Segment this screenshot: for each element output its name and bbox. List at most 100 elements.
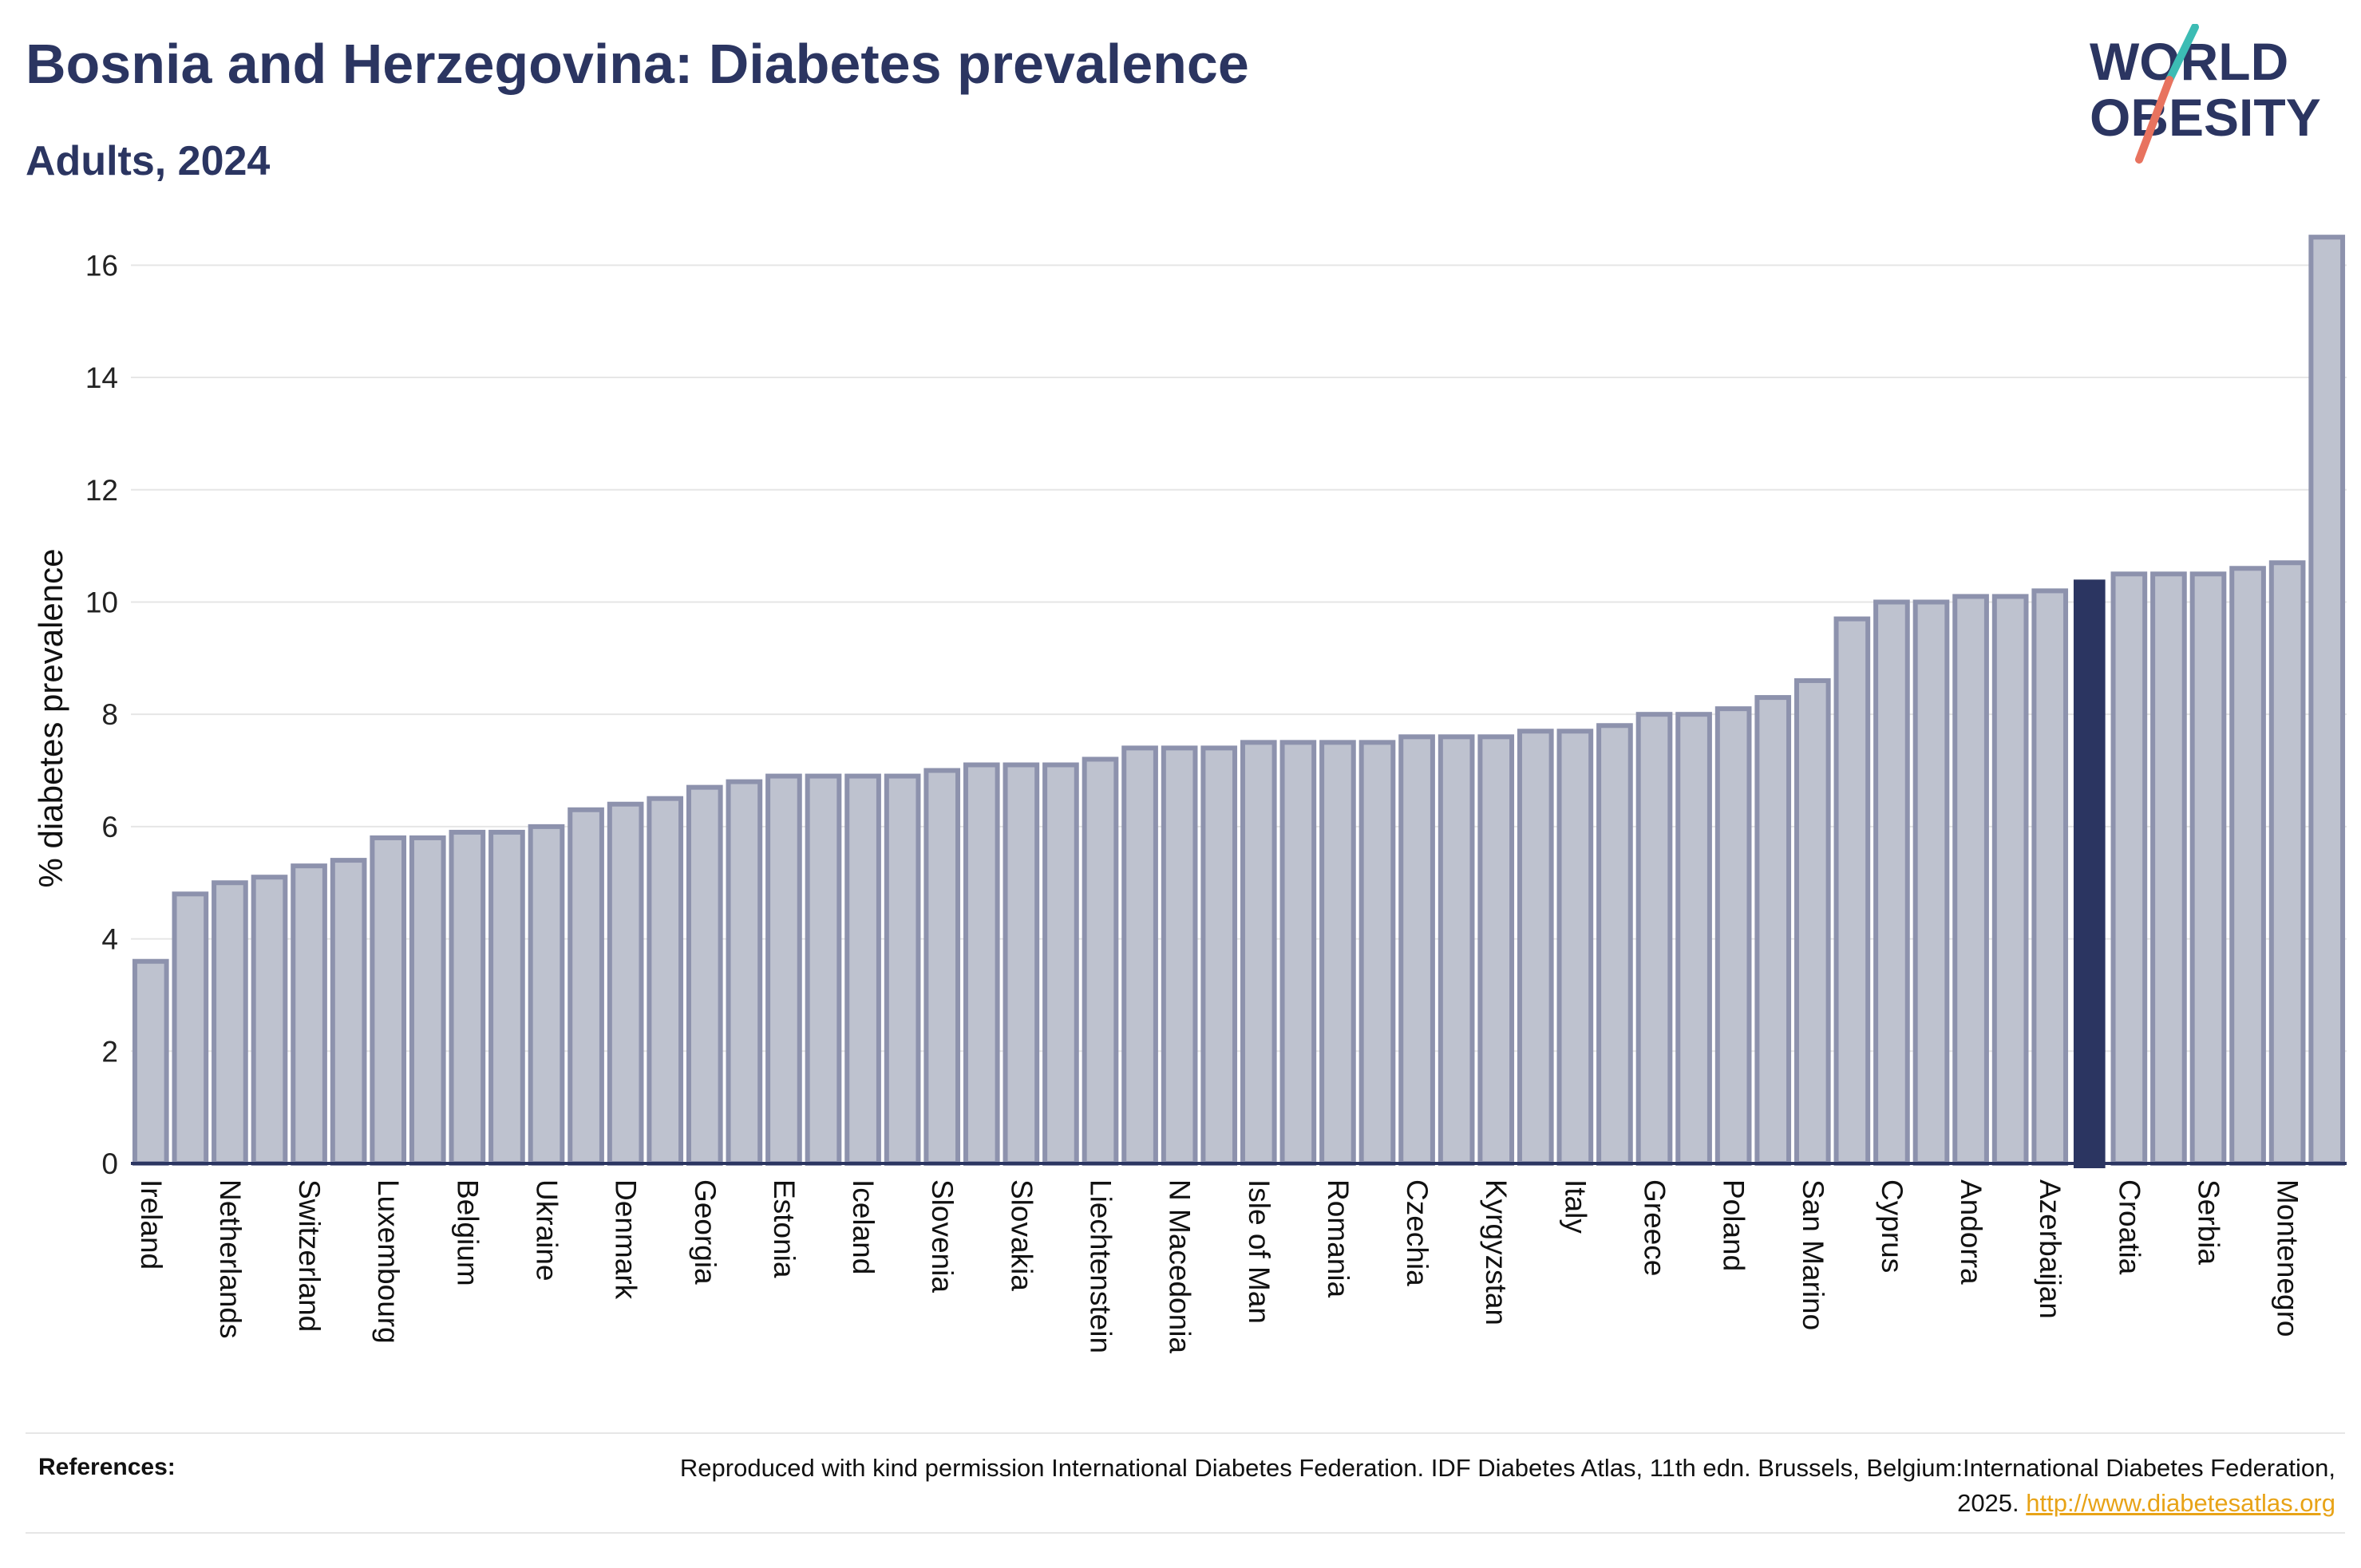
bar bbox=[1991, 594, 2029, 1166]
bar bbox=[1754, 695, 1792, 1166]
world-obesity-logo[interactable]: WORLD OBESITY bbox=[2075, 24, 2347, 168]
bar bbox=[1240, 740, 1277, 1166]
bar bbox=[1793, 677, 1831, 1166]
y-tick-label: 2 bbox=[101, 1035, 118, 1068]
bar bbox=[1556, 729, 1594, 1166]
references-label: References: bbox=[38, 1454, 176, 1480]
bar bbox=[647, 796, 684, 1166]
x-tick-label: Greece bbox=[1639, 1179, 1671, 1276]
bar bbox=[2308, 235, 2346, 1166]
x-tick-label: Belgium bbox=[451, 1179, 484, 1286]
x-tick-label: Romania bbox=[1322, 1179, 1355, 1297]
bar bbox=[1358, 740, 1396, 1166]
logo-slash-coral bbox=[2135, 76, 2173, 164]
bar bbox=[923, 768, 961, 1166]
bar bbox=[607, 801, 644, 1166]
y-tick-label: 4 bbox=[101, 923, 118, 956]
bar bbox=[1398, 734, 1435, 1166]
x-tick-label: Liechtenstein bbox=[1085, 1179, 1117, 1353]
x-tick-label: Slovenia bbox=[926, 1179, 959, 1293]
chart-title: Bosnia and Herzegovina: Diabetes prevale… bbox=[26, 33, 1249, 95]
bar bbox=[686, 784, 723, 1167]
bar bbox=[449, 829, 486, 1166]
x-tick-label: Netherlands bbox=[214, 1179, 247, 1339]
x-tick-label: Luxembourg bbox=[372, 1179, 405, 1344]
bar-highlighted bbox=[2073, 579, 2106, 1168]
bar bbox=[1319, 740, 1356, 1166]
references-link[interactable]: http://www.diabetesatlas.org bbox=[2026, 1489, 2335, 1517]
bar bbox=[132, 958, 169, 1166]
bar bbox=[1952, 594, 1989, 1166]
bar bbox=[2031, 588, 2069, 1166]
y-axis-label: % diabetes prevalence bbox=[32, 549, 69, 888]
x-tick-label: Croatia bbox=[2113, 1179, 2145, 1275]
bar bbox=[2189, 571, 2227, 1166]
bar bbox=[370, 835, 407, 1166]
references-text-block: Reproduced with kind permission Internat… bbox=[659, 1451, 2335, 1521]
bar bbox=[726, 779, 763, 1166]
bar bbox=[1200, 745, 1238, 1166]
references-bottom-divider bbox=[26, 1532, 2345, 1534]
x-tick-label: Isle of Man bbox=[1243, 1179, 1275, 1324]
y-tick-label: 10 bbox=[85, 586, 118, 618]
y-tick-label: 0 bbox=[101, 1147, 118, 1180]
bar bbox=[844, 773, 881, 1166]
bar bbox=[963, 762, 1000, 1167]
bar bbox=[1042, 762, 1079, 1167]
x-tick-label: Azerbaijan bbox=[2034, 1179, 2066, 1319]
references-text: Reproduced with kind permission Internat… bbox=[679, 1454, 2335, 1517]
x-tick-label: Poland bbox=[1718, 1179, 1750, 1271]
y-tick-label: 14 bbox=[85, 361, 118, 394]
x-tick-label: Italy bbox=[1559, 1179, 1592, 1234]
bar bbox=[291, 863, 327, 1166]
bar bbox=[1121, 745, 1158, 1166]
bar bbox=[251, 875, 288, 1166]
references-top-divider bbox=[26, 1432, 2345, 1434]
x-tick-label: Denmark bbox=[610, 1179, 643, 1300]
bar bbox=[330, 858, 367, 1166]
bar bbox=[1517, 729, 1554, 1166]
x-tick-label: Ukraine bbox=[531, 1179, 564, 1282]
bar bbox=[2110, 571, 2148, 1166]
bar bbox=[1438, 734, 1475, 1166]
x-tick-label: Czechia bbox=[1401, 1179, 1434, 1286]
bar bbox=[1082, 756, 1119, 1166]
bar bbox=[1873, 599, 1910, 1166]
bar bbox=[2268, 560, 2306, 1166]
bar bbox=[1675, 712, 1712, 1166]
bar-chart: 0 2 4 6 8 10 12 14 16 Ireland Netherlands Switzerla… bbox=[32, 235, 2347, 1353]
x-tick-label: N Macedonia bbox=[1164, 1179, 1196, 1353]
bar bbox=[528, 823, 565, 1166]
x-tick-label: Ireland bbox=[135, 1179, 168, 1270]
bar bbox=[884, 773, 921, 1166]
x-tick-label: Andorra bbox=[1955, 1179, 1987, 1285]
bar bbox=[212, 880, 248, 1167]
bar bbox=[172, 891, 209, 1167]
bar bbox=[1279, 740, 1317, 1166]
bar bbox=[765, 773, 802, 1166]
x-tick-label: Kyrgyzstan bbox=[1480, 1179, 1513, 1325]
bar bbox=[805, 773, 842, 1166]
x-tick-label: Montenegro bbox=[2272, 1179, 2304, 1337]
bar bbox=[1714, 706, 1752, 1166]
bar bbox=[1477, 734, 1515, 1166]
x-tick-label: Estonia bbox=[768, 1179, 801, 1278]
bar bbox=[568, 807, 604, 1167]
x-tick-label: Switzerland bbox=[293, 1179, 326, 1332]
bar bbox=[1833, 616, 1871, 1166]
x-tick-label: Iceland bbox=[847, 1179, 880, 1274]
bar bbox=[1596, 723, 1633, 1166]
x-tick-label: Serbia bbox=[2193, 1179, 2225, 1265]
chart-subtitle: Adults, 2024 bbox=[26, 138, 271, 184]
y-tick-label: 12 bbox=[85, 474, 118, 507]
y-tick-label: 8 bbox=[101, 698, 118, 731]
x-tick-label: San Marino bbox=[1797, 1179, 1829, 1330]
bar bbox=[1003, 762, 1040, 1167]
bar bbox=[409, 835, 446, 1166]
bar bbox=[488, 829, 525, 1166]
x-tick-label: Cyprus bbox=[1876, 1179, 1908, 1273]
bar bbox=[2229, 566, 2266, 1166]
logo-line2: OBESITY bbox=[2090, 88, 2321, 147]
bar bbox=[1635, 712, 1673, 1166]
x-tick-label: Slovakia bbox=[1005, 1179, 1038, 1291]
